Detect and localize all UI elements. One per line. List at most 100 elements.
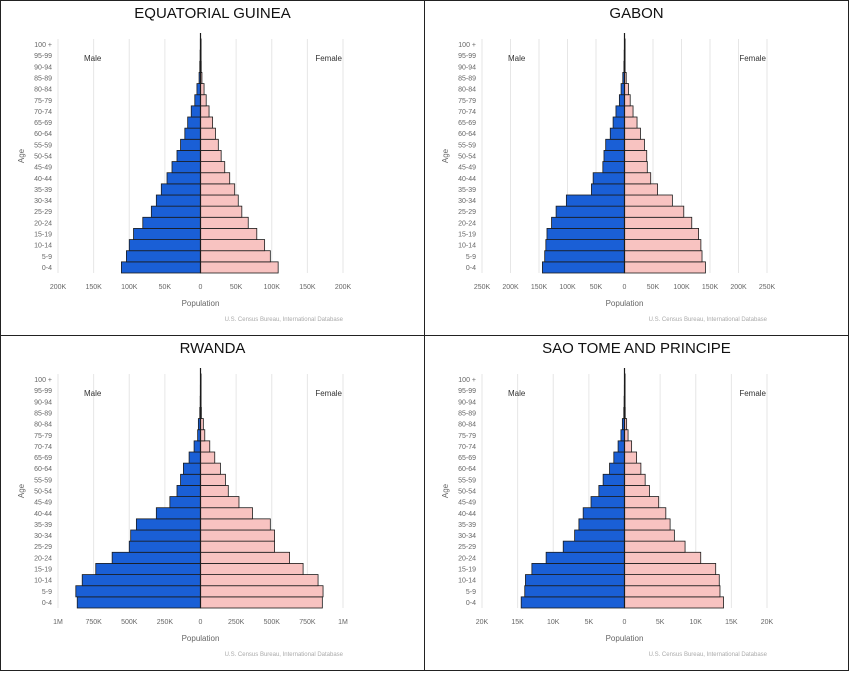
x-tick-label: 150K bbox=[531, 284, 548, 291]
bar-male-55-59 bbox=[180, 138, 201, 151]
bar-male-40-44 bbox=[166, 172, 201, 185]
x-tick-label: 0 bbox=[623, 284, 627, 291]
bar-male-25-29 bbox=[150, 205, 201, 218]
age-tick-label: 80-84 bbox=[34, 422, 52, 429]
bar-female-40-44 bbox=[624, 507, 667, 520]
bar-male-40-44 bbox=[582, 507, 625, 520]
bar-male-45-49 bbox=[602, 161, 625, 174]
bar-male-35-39 bbox=[591, 183, 625, 196]
bar-female-50-54 bbox=[200, 150, 222, 162]
bar-male-15-19 bbox=[133, 228, 201, 240]
bar-female-65-69 bbox=[624, 116, 638, 129]
age-tick-label: 55-59 bbox=[458, 142, 476, 149]
bar-male-25-29 bbox=[128, 540, 201, 553]
bar-male-60-64 bbox=[184, 127, 201, 140]
age-tick-label: 20-24 bbox=[34, 555, 52, 562]
pyramid-panel-rwanda: RWANDA 0-4 5-9 10-14 15-19 20-24 25-29 30-34 35… bbox=[0, 335, 425, 671]
age-tick-label: 60-64 bbox=[458, 466, 476, 473]
bar-female-5-9 bbox=[200, 585, 324, 598]
male-label: Male bbox=[508, 389, 526, 398]
x-tick-label: 100K bbox=[121, 284, 138, 291]
bar-female-0-4 bbox=[200, 261, 279, 274]
x-tick-label: 50K bbox=[590, 284, 603, 291]
bar-female-5-9 bbox=[200, 250, 271, 263]
bar-female-60-64 bbox=[624, 462, 642, 475]
age-tick-label: 100 + bbox=[458, 377, 476, 384]
x-tick-label: 500K bbox=[121, 619, 138, 626]
x-tick-label: 20K bbox=[476, 619, 489, 626]
y-axis-label: Age bbox=[441, 148, 450, 163]
population-pyramid-chart: 0-4 5-9 10-14 15-19 20-24 25-29 30-34 35-39 40-4… bbox=[441, 368, 774, 658]
bar-male-5-9 bbox=[75, 585, 201, 598]
y-axis-label: Age bbox=[17, 483, 26, 498]
x-tick-label: 0 bbox=[623, 619, 627, 626]
bar-male-60-64 bbox=[609, 127, 625, 140]
bar-female-70-74 bbox=[200, 105, 210, 118]
bar-female-30-34 bbox=[624, 194, 673, 207]
bar-male-45-49 bbox=[169, 496, 201, 509]
bar-male-55-59 bbox=[605, 138, 625, 151]
bar-female-15-19 bbox=[624, 563, 717, 575]
bar-female-25-29 bbox=[624, 205, 685, 218]
bar-female-45-49 bbox=[200, 496, 240, 509]
age-tick-label: 15-19 bbox=[34, 567, 52, 574]
bar-male-55-59 bbox=[180, 473, 201, 486]
bar-male-45-49 bbox=[590, 496, 625, 509]
x-tick-label: 1M bbox=[53, 619, 63, 626]
bar-female-60-64 bbox=[200, 462, 221, 475]
age-tick-label: 15-19 bbox=[458, 567, 476, 574]
bar-female-35-39 bbox=[200, 183, 236, 196]
x-tick-label: 150K bbox=[85, 284, 102, 291]
bar-female-70-74 bbox=[624, 105, 634, 118]
age-tick-label: 0-4 bbox=[42, 600, 52, 607]
bar-female-55-59 bbox=[624, 138, 645, 151]
bar-female-65-69 bbox=[624, 451, 638, 464]
age-tick-label: 10-14 bbox=[458, 243, 476, 250]
bar-female-50-54 bbox=[200, 485, 229, 497]
x-tick-label: 50K bbox=[230, 284, 243, 291]
source-note: U.S. Census Bureau, International Databa… bbox=[649, 317, 768, 323]
age-tick-label: 50-54 bbox=[34, 154, 52, 161]
bar-female-0-4 bbox=[624, 596, 724, 609]
age-tick-label: 95-99 bbox=[458, 53, 476, 60]
x-tick-label: 50K bbox=[647, 284, 660, 291]
age-tick-label: 60-64 bbox=[458, 131, 476, 138]
bar-male-35-39 bbox=[160, 183, 201, 196]
age-tick-label: 5-9 bbox=[466, 254, 476, 261]
source-note: U.S. Census Bureau, International Databa… bbox=[225, 317, 344, 323]
age-tick-label: 0-4 bbox=[42, 265, 52, 272]
age-tick-label: 15-19 bbox=[458, 232, 476, 239]
x-axis-label: Population bbox=[606, 299, 644, 308]
bar-male-15-19 bbox=[546, 228, 625, 240]
x-tick-label: 100K bbox=[559, 284, 576, 291]
age-tick-label: 70-74 bbox=[34, 444, 52, 451]
female-label: Female bbox=[739, 389, 766, 398]
y-axis-label: Age bbox=[441, 483, 450, 498]
age-tick-label: 65-69 bbox=[34, 120, 52, 127]
bar-male-10-14 bbox=[128, 239, 201, 252]
bar-male-20-24 bbox=[111, 551, 201, 564]
age-tick-label: 70-74 bbox=[34, 109, 52, 116]
bar-male-50-54 bbox=[176, 485, 201, 497]
bar-female-55-59 bbox=[624, 473, 646, 486]
x-tick-label: 10K bbox=[547, 619, 560, 626]
x-tick-label: 200K bbox=[730, 284, 747, 291]
age-tick-label: 25-29 bbox=[458, 209, 476, 216]
bar-female-35-39 bbox=[624, 183, 658, 196]
age-tick-label: 85-89 bbox=[458, 411, 476, 418]
y-axis-label: Age bbox=[17, 148, 26, 163]
bar-female-35-39 bbox=[200, 518, 271, 531]
bar-male-0-4 bbox=[542, 261, 625, 274]
age-tick-label: 55-59 bbox=[34, 477, 52, 484]
bar-male-15-19 bbox=[95, 563, 201, 575]
x-tick-label: 200K bbox=[50, 284, 67, 291]
bar-female-55-59 bbox=[200, 473, 226, 486]
age-tick-label: 5-9 bbox=[42, 254, 52, 261]
male-label: Male bbox=[508, 54, 526, 63]
bar-female-5-9 bbox=[624, 585, 721, 598]
age-tick-label: 25-29 bbox=[34, 209, 52, 216]
chart-title: EQUATORIAL GUINEA bbox=[134, 5, 291, 22]
bar-male-70-74 bbox=[193, 440, 201, 453]
bar-female-50-54 bbox=[624, 485, 650, 497]
